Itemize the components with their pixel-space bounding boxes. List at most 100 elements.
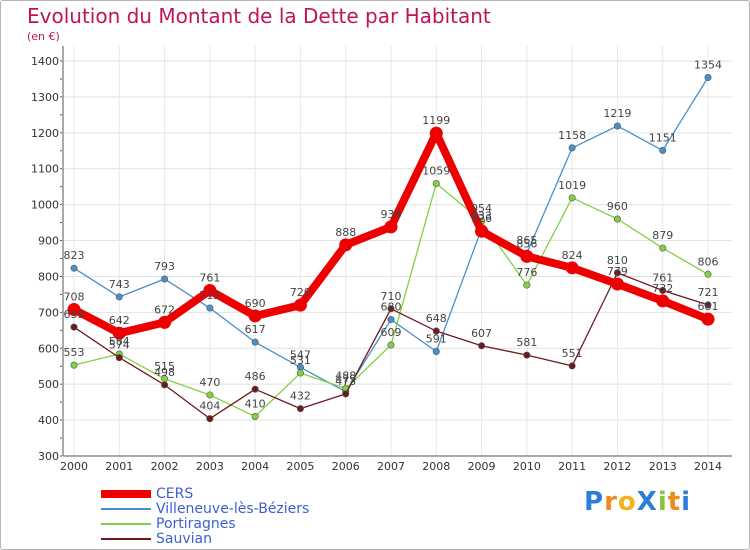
- y-tick-label: 1000: [31, 199, 59, 212]
- plot-area: [63, 46, 732, 456]
- data-point: [112, 326, 126, 340]
- data-label: 617: [245, 323, 266, 336]
- data-point: [296, 369, 304, 377]
- y-tick-label: 800: [38, 270, 59, 283]
- data-point: [523, 351, 531, 359]
- data-point: [704, 74, 712, 82]
- legend-swatch: [101, 523, 151, 525]
- data-label: 470: [199, 376, 220, 389]
- x-tick-label: 2014: [694, 460, 722, 473]
- x-tick-label: 2008: [422, 460, 450, 473]
- x-tick-label: 2001: [105, 460, 133, 473]
- x-tick-label: 2002: [151, 460, 179, 473]
- data-point: [206, 415, 214, 423]
- data-point: [161, 381, 169, 389]
- logo-letter: r: [604, 487, 618, 517]
- data-label: 761: [199, 271, 220, 284]
- data-label: 473: [335, 375, 356, 388]
- proxiti-logo: ProXiti: [584, 487, 691, 517]
- logo-letter: o: [617, 487, 637, 517]
- data-label: 531: [290, 354, 311, 367]
- legend-swatch: [101, 490, 151, 498]
- data-label: 1354: [694, 59, 722, 72]
- data-point: [203, 283, 217, 297]
- data-point: [704, 301, 712, 309]
- data-label: 486: [245, 370, 266, 383]
- data-label: 404: [199, 400, 220, 413]
- data-point: [251, 385, 259, 393]
- data-point: [432, 179, 440, 187]
- data-point: [613, 269, 621, 277]
- data-point: [387, 316, 395, 324]
- y-tick-label: 1100: [31, 163, 59, 176]
- data-label: 960: [607, 200, 628, 213]
- data-label: 551: [562, 347, 583, 360]
- data-label: 721: [698, 286, 719, 299]
- data-point: [251, 412, 259, 420]
- data-point: [704, 270, 712, 278]
- data-label: 498: [154, 366, 175, 379]
- data-label: 609: [381, 326, 402, 339]
- x-tick-label: 2007: [377, 460, 405, 473]
- data-point: [67, 302, 81, 316]
- data-point: [613, 215, 621, 223]
- logo-letter: t: [667, 487, 682, 517]
- data-point: [70, 361, 78, 369]
- x-tick-label: 2004: [241, 460, 269, 473]
- data-label: 776: [516, 266, 537, 279]
- logo-letter: i: [657, 487, 668, 517]
- data-point: [432, 327, 440, 335]
- legend-swatch: [101, 538, 151, 540]
- data-label: 933: [471, 210, 492, 223]
- data-label: 690: [245, 297, 266, 310]
- data-label: 856: [516, 237, 537, 250]
- logo-letter: X: [636, 487, 658, 517]
- data-point: [387, 305, 395, 313]
- x-tick-label: 2003: [196, 460, 224, 473]
- data-point: [296, 405, 304, 413]
- x-tick-label: 2011: [558, 460, 586, 473]
- y-tick-label: 1200: [31, 127, 59, 140]
- data-label: 488: [335, 369, 356, 382]
- logo-letter: P: [584, 487, 605, 517]
- data-label: 607: [471, 327, 492, 340]
- legend-swatch: [101, 508, 151, 510]
- data-label: 574: [109, 339, 130, 352]
- x-tick-label: 2005: [286, 460, 314, 473]
- data-label: 732: [652, 282, 673, 295]
- data-label: 879: [652, 229, 673, 242]
- data-point: [520, 249, 534, 263]
- y-tick-label: 1300: [31, 91, 59, 104]
- data-label: 547: [290, 348, 311, 361]
- data-label: 1158: [558, 129, 586, 142]
- data-point: [659, 286, 667, 294]
- data-point: [523, 281, 531, 289]
- data-point: [478, 342, 486, 350]
- data-point: [293, 298, 307, 312]
- data-point: [342, 390, 350, 398]
- data-label: 793: [154, 260, 175, 273]
- chart-title: Evolution du Montant de la Dette par Hab…: [27, 4, 491, 28]
- data-label: 1199: [422, 114, 450, 127]
- data-point: [565, 261, 579, 275]
- data-label: 648: [426, 312, 447, 325]
- y-tick-label: 700: [38, 306, 59, 319]
- data-point: [613, 122, 621, 130]
- data-point: [70, 323, 78, 331]
- x-tick-label: 2013: [649, 460, 677, 473]
- data-label: 954: [471, 202, 492, 215]
- data-label: 642: [109, 314, 130, 327]
- data-label: 410: [245, 398, 266, 411]
- data-point: [568, 362, 576, 370]
- data-label: 672: [154, 303, 175, 316]
- legend-label: Portiragnes: [156, 516, 236, 532]
- data-label: 743: [109, 278, 130, 291]
- data-label: 938: [381, 208, 402, 221]
- data-point: [568, 194, 576, 202]
- data-point: [568, 144, 576, 152]
- data-point: [701, 312, 715, 326]
- data-point: [70, 264, 78, 272]
- data-label: 712: [199, 289, 220, 302]
- data-point: [429, 126, 443, 140]
